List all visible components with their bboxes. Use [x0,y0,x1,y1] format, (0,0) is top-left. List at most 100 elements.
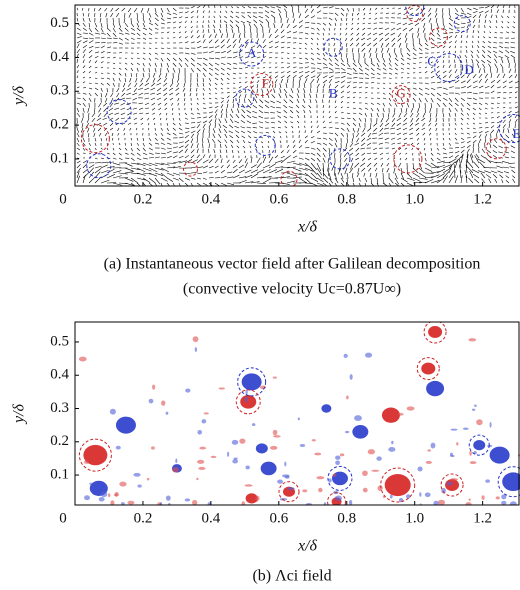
vector-arrow [283,110,288,114]
vector-arrow [460,102,464,107]
vector-arrow [110,7,114,12]
vector-arrow [418,102,420,108]
vector-arrow [322,172,329,179]
vector-arrow [460,112,464,116]
vector-arrow [448,17,454,22]
vector-arrow [310,52,314,55]
vector-arrow [400,177,408,183]
vector-arrow [292,13,294,19]
vector-arrow [309,93,312,99]
vector-arrow [96,117,102,121]
vector-arrow [454,59,456,64]
vector-arrow [384,122,390,127]
vector-arrow [112,152,116,156]
vector-arrow [436,173,445,179]
vector-arrow [172,166,181,169]
vector-arrow [286,36,291,39]
vector-arrow [212,128,216,134]
vector-arrow [267,135,270,139]
vector-arrow [310,172,318,180]
vector-arrow [82,175,86,184]
vector-arrow [118,147,122,151]
vector-arrow [286,155,291,159]
vector-arrow [358,112,363,116]
vector-arrow [154,47,158,50]
vector-arrow [394,102,398,107]
speckle [476,419,483,426]
vector-arrow [483,68,486,74]
speckle [348,500,353,505]
vector-arrow [370,81,375,84]
vector-arrow [393,167,396,174]
vector-arrow [502,80,507,84]
vector-arrow [135,127,138,131]
vector-arrow [290,5,294,9]
vector-arrow [224,144,228,149]
vector-arrow [262,76,266,79]
vector-arrow [454,50,457,54]
vector-arrow [178,127,183,131]
vortex-blob [321,404,332,413]
vector-arrow [88,45,94,49]
vector-arrow [254,98,258,104]
vector-arrow [76,142,80,147]
vector-arrow [88,55,93,59]
vector-arrow [489,20,492,24]
speckle [120,502,125,505]
vector-arrow [356,172,360,178]
vector-arrow [76,32,82,36]
vector-arrow [196,77,199,83]
vector-arrow [322,52,326,57]
vector-arrow [340,122,345,125]
vector-arrow [178,182,181,186]
vector-arrow [328,111,331,114]
vector-arrow [232,174,240,179]
vector-arrow [376,62,380,68]
vector-arrow [409,127,414,131]
vector-arrow [316,182,324,186]
vector-arrow [228,130,234,134]
vector-arrow [406,177,415,181]
vector-arrow [182,87,186,92]
vector-arrow [322,12,328,15]
vector-arrow [430,180,440,184]
vector-arrow [172,17,177,19]
vortex-circle [416,357,440,381]
vector-arrow [482,45,486,49]
vector-arrow [76,58,79,64]
vector-arrow [76,64,80,69]
vector-arrow [322,126,327,129]
vector-arrow [351,47,354,53]
vector-arrow [392,152,396,155]
vector-arrow [100,87,103,92]
vector-arrow [428,132,432,136]
vector-arrow [154,67,157,73]
vector-arrow [362,7,366,11]
vector-arrow [214,45,220,49]
vector-arrow [82,102,86,107]
vector-arrow [250,56,255,59]
vector-arrow [160,162,170,166]
speckle [450,455,455,458]
vector-arrow [129,127,132,131]
vector-arrow [94,42,100,44]
vector-arrow [310,167,318,175]
vector-arrow [436,27,440,33]
vector-arrow [460,74,465,79]
vector-arrow [448,151,454,154]
vector-arrow [356,12,360,16]
vector-arrow [458,164,462,174]
vector-arrow [238,81,242,84]
speckle [297,417,300,421]
vector-arrow [475,59,480,64]
vector-arrow [80,127,84,133]
vector-arrow [148,162,158,167]
vector-arrow [196,40,201,44]
vector-arrow [448,79,453,84]
vector-arrow [268,23,270,29]
vector-arrow [268,79,272,84]
annotation: B [329,86,338,101]
vector-arrow [226,182,235,186]
vector-arrow [469,154,474,164]
vector-arrow [196,97,199,101]
